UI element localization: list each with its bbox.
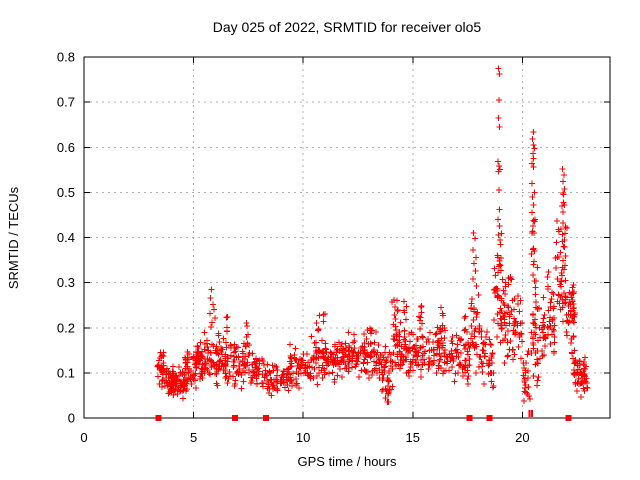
baseline-square-marker [155,415,162,421]
x-tick-label: 20 [515,430,529,445]
y-tick-label: 0 [68,411,75,426]
x-tick-label: 10 [296,430,310,445]
x-axis-label: GPS time / hours [298,454,397,469]
y-tick-label: 0.3 [57,275,75,290]
y-axis-label: SRMTID / TECUs [6,186,21,289]
baseline-flag-markers [155,410,572,421]
srmtid-plus-markers [154,65,591,406]
x-tick-label: 15 [406,430,420,445]
y-tick-label: 0.8 [57,50,75,65]
y-tick-label: 0.6 [57,140,75,155]
y-tick-label: 0.1 [57,365,75,380]
x-tick-label: 5 [190,430,197,445]
chart-title: Day 025 of 2022, SRMTID for receiver olo… [213,19,482,35]
y-tick-label: 0.4 [57,230,75,245]
baseline-square-marker [565,415,572,421]
x-tick-label: 0 [80,430,87,445]
grid-lines [84,57,610,418]
baseline-square-marker [486,415,493,421]
axes-and-ticks: 0 5 10 15 20 0 0.1 0.2 0.3 0.4 0.5 0.6 0.7 0.8 [57,50,611,445]
baseline-square-marker [232,415,239,421]
y-tick-label: 0.5 [57,185,75,200]
baseline-square-marker [466,415,473,421]
baseline-square-marker [262,415,269,421]
y-tick-label: 0.2 [57,320,75,335]
y-tick-label: 0.7 [57,95,75,110]
scatter-points [154,65,591,406]
